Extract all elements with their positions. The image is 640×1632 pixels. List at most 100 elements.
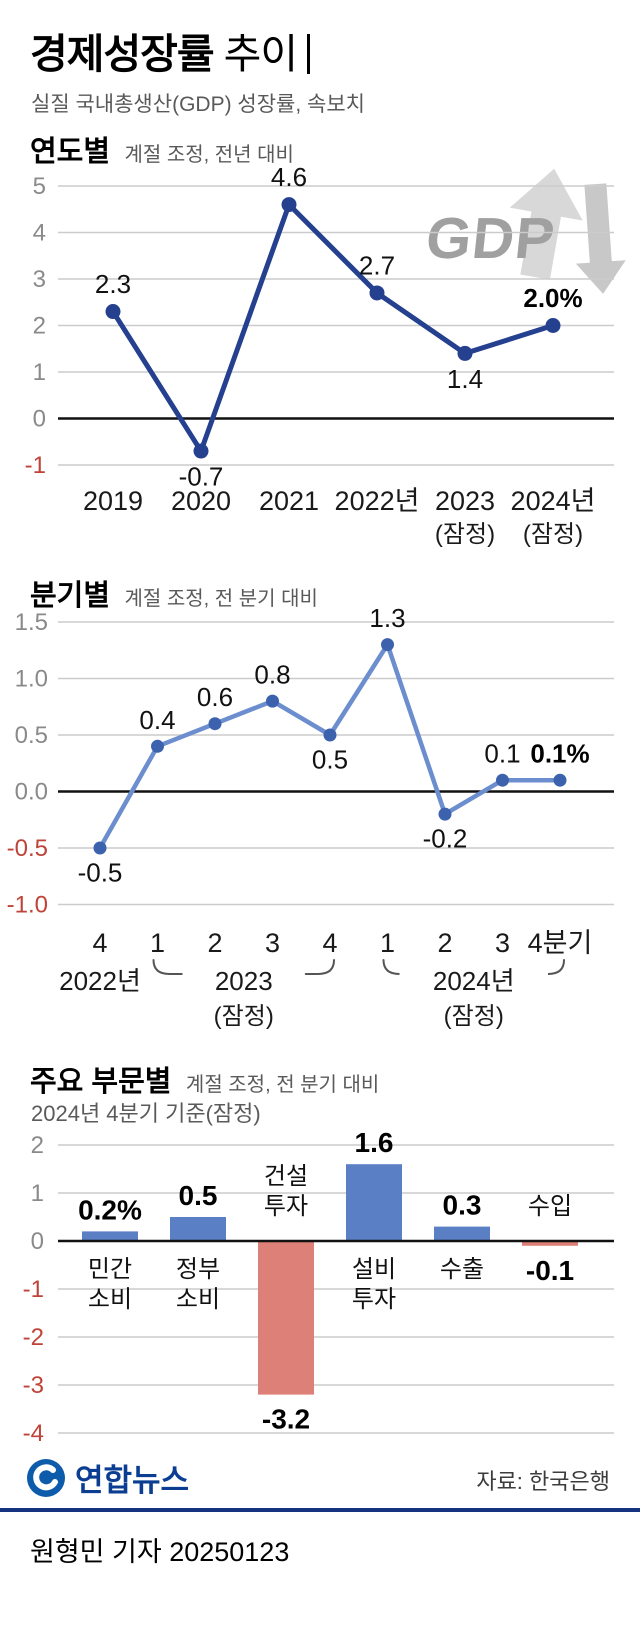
svg-text:-1: -1	[25, 452, 46, 479]
svg-text:0.0: 0.0	[15, 779, 48, 806]
svg-text:2022년: 2022년	[59, 966, 141, 996]
svg-text:-4: -4	[23, 1420, 44, 1447]
quarterly-line-chart: 1.5 1.0 0.5 0.0 -0.5 -1.0 -0.5 4 0.4 1 0.6 2 0.8 3 0.5…	[7, 606, 614, 1030]
data-point	[381, 638, 394, 652]
svg-text:-0.5: -0.5	[78, 858, 123, 888]
svg-text:-0.7: -0.7	[179, 462, 224, 492]
yonhap-logo: 연합뉴스	[26, 1455, 189, 1500]
svg-text:정부: 정부	[176, 1256, 220, 1283]
data-point	[193, 443, 209, 459]
svg-text:2022년: 2022년	[335, 486, 420, 516]
svg-text:1.6: 1.6	[355, 1130, 394, 1158]
yonhap-logo-icon	[27, 1458, 65, 1497]
svg-text:0.5: 0.5	[312, 745, 348, 775]
sector-section-basis: 2024년 4분기 기준(잠정)	[31, 1101, 261, 1126]
svg-text:-1: -1	[23, 1276, 44, 1303]
data-point	[553, 773, 567, 787]
svg-text:3: 3	[33, 266, 46, 293]
svg-text:1.0: 1.0	[15, 666, 48, 693]
data-point	[151, 739, 164, 753]
svg-text:투자: 투자	[264, 1193, 308, 1220]
group-brace	[547, 959, 565, 975]
svg-text:0.5: 0.5	[179, 1180, 218, 1211]
svg-text:2: 2	[33, 313, 46, 340]
svg-text:소비: 소비	[88, 1286, 132, 1313]
svg-text:2020: 2020	[171, 486, 231, 516]
svg-text:설비: 설비	[352, 1256, 396, 1283]
page-title: 경제성장률 추이	[30, 20, 311, 80]
svg-text:-0.5: -0.5	[7, 835, 48, 862]
yearly-section-header: 연도별 계절 조정, 전년 대비	[30, 128, 294, 170]
data-point	[545, 318, 561, 333]
group-brace	[152, 959, 183, 975]
svg-text:-2: -2	[23, 1324, 44, 1351]
svg-text:0.8: 0.8	[254, 660, 290, 690]
bar	[346, 1164, 402, 1241]
svg-text:2.7: 2.7	[359, 250, 395, 280]
svg-text:0.2%: 0.2%	[78, 1194, 142, 1225]
data-point	[208, 717, 222, 731]
svg-text:2023: 2023	[435, 486, 495, 516]
yearly-section-title: 연도별	[30, 136, 111, 168]
svg-text:2.3: 2.3	[95, 269, 131, 299]
svg-text:2: 2	[207, 928, 222, 958]
svg-text:1: 1	[31, 1180, 44, 1207]
bar	[170, 1217, 226, 1241]
svg-text:-0.2: -0.2	[423, 824, 468, 854]
svg-text:(잠정): (잠정)	[444, 1003, 504, 1030]
title-caret-bar	[307, 34, 311, 74]
svg-text:4: 4	[322, 928, 337, 958]
svg-text:0.6: 0.6	[197, 682, 233, 712]
yearly-section-note: 계절 조정, 전년 대비	[124, 144, 294, 166]
data-source: 자료: 한국은행	[476, 1469, 610, 1494]
svg-text:0: 0	[31, 1228, 44, 1255]
data-point	[281, 197, 297, 213]
svg-text:민간: 민간	[88, 1256, 132, 1283]
bar	[522, 1241, 578, 1246]
svg-text:1: 1	[33, 359, 46, 386]
sector-section-note: 계절 조정, 전 분기 대비	[185, 1074, 380, 1096]
data-point	[266, 694, 279, 708]
sector-section-title: 주요 부문별	[30, 1066, 172, 1098]
data-point	[105, 304, 121, 320]
gdp-up-arrow-icon	[509, 168, 583, 280]
quarterly-section-title: 분기별	[30, 580, 111, 612]
byline: 원형민 기자 20250123	[30, 1537, 290, 1567]
gdp-trend-icon: GDP	[423, 168, 626, 294]
svg-text:3: 3	[495, 928, 510, 958]
bar	[258, 1241, 314, 1395]
sector-section-header: 주요 부문별 계절 조정, 전 분기 대비	[30, 1058, 379, 1100]
svg-text:(잠정): (잠정)	[435, 521, 495, 548]
data-point	[438, 807, 452, 821]
svg-text:4분기: 4분기	[528, 928, 593, 958]
svg-text:2019: 2019	[83, 486, 143, 516]
svg-text:1: 1	[150, 928, 165, 958]
svg-text:-3: -3	[23, 1372, 44, 1399]
svg-text:2023: 2023	[215, 966, 273, 996]
page-title-main: 경제성장률	[30, 31, 215, 77]
svg-text:5: 5	[33, 173, 46, 200]
data-point	[457, 345, 473, 361]
svg-text:수출: 수출	[440, 1256, 484, 1283]
svg-text:수입: 수입	[528, 1193, 572, 1220]
svg-text:4: 4	[92, 928, 107, 958]
svg-text:2021: 2021	[259, 486, 319, 516]
data-point	[496, 773, 509, 787]
svg-text:(잠정): (잠정)	[523, 521, 583, 548]
svg-text:(잠정): (잠정)	[214, 1003, 274, 1030]
svg-text:3: 3	[265, 928, 280, 958]
svg-text:건설: 건설	[264, 1163, 308, 1190]
svg-text:2: 2	[437, 928, 452, 958]
quarterly-section-note: 계절 조정, 전 분기 대비	[124, 588, 318, 610]
gdp-icon-text: GDP	[423, 206, 558, 271]
svg-text:0.1%: 0.1%	[530, 739, 589, 769]
svg-text:1.4: 1.4	[447, 364, 483, 394]
page-subtitle: 실질 국내총생산(GDP) 성장률, 속보치	[31, 93, 365, 116]
svg-text:1.3: 1.3	[369, 606, 405, 633]
svg-text:-0.1: -0.1	[526, 1255, 574, 1286]
svg-text:소비: 소비	[176, 1286, 220, 1313]
series-line	[110, 202, 556, 454]
gdp-down-arrow-icon	[575, 183, 626, 294]
